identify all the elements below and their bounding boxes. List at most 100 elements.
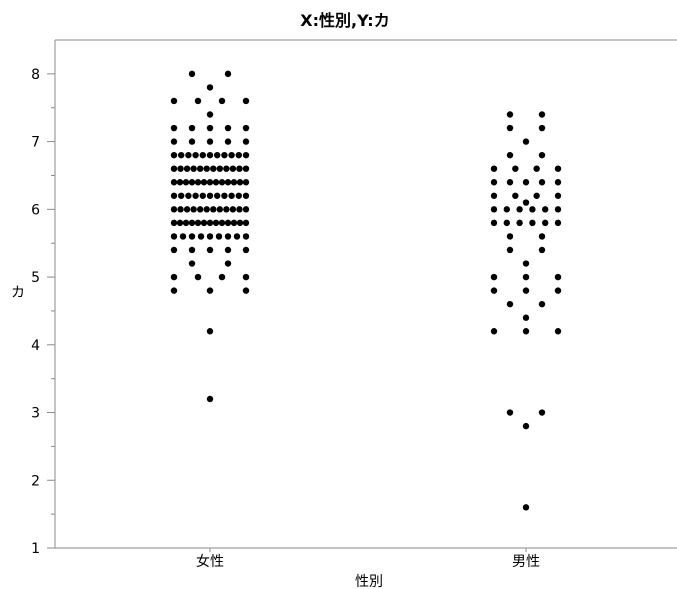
x-axis-ticks: 女性 男性 bbox=[196, 548, 540, 570]
female-data-point bbox=[228, 192, 235, 199]
female-data-point bbox=[194, 179, 202, 186]
female-data-point bbox=[206, 179, 214, 186]
female-data-point bbox=[178, 151, 185, 159]
female-data-point bbox=[206, 395, 214, 403]
female-data-point bbox=[242, 192, 250, 199]
male-data-point bbox=[538, 111, 546, 118]
female-data-point bbox=[183, 165, 191, 172]
female-data-point bbox=[188, 246, 196, 254]
female-data-point bbox=[206, 219, 214, 227]
male-data-point bbox=[503, 219, 510, 227]
female-data-point bbox=[188, 124, 196, 132]
male-data-point bbox=[512, 192, 519, 199]
female-data-point bbox=[170, 192, 178, 199]
female-data-point bbox=[218, 273, 226, 281]
male-data-point bbox=[522, 287, 530, 294]
female-data-point bbox=[196, 165, 204, 172]
male-data-point bbox=[533, 165, 540, 172]
female-data-point bbox=[199, 151, 206, 159]
female-data-point bbox=[242, 97, 250, 105]
female-data-point bbox=[170, 97, 178, 105]
female-data-point bbox=[206, 84, 214, 91]
female-data-point bbox=[235, 151, 242, 159]
female-data-point bbox=[206, 287, 214, 294]
female-data-point bbox=[206, 192, 214, 199]
female-data-point bbox=[242, 273, 250, 281]
male-data-point bbox=[503, 206, 510, 213]
male-data-point bbox=[554, 273, 562, 281]
female-data-point bbox=[170, 233, 178, 240]
male-data-point bbox=[522, 504, 530, 511]
x-tick-label: 女性 bbox=[196, 553, 224, 570]
female-data-point bbox=[190, 206, 197, 213]
y-tick-label: 3 bbox=[31, 406, 40, 422]
male-data-point bbox=[542, 206, 549, 213]
x-tick-label: 男性 bbox=[512, 554, 540, 570]
male-data-point bbox=[554, 328, 562, 335]
female-data-point bbox=[235, 192, 242, 199]
male-data-point bbox=[490, 273, 498, 281]
y-axis-ticks: 1 2 3 4 5 6 7 8 bbox=[31, 67, 55, 557]
male-data-point bbox=[490, 179, 498, 186]
female-data-point bbox=[206, 246, 214, 254]
male-data-point bbox=[554, 206, 562, 213]
female-data-point bbox=[182, 179, 190, 186]
male-data-point bbox=[538, 179, 546, 186]
male-data-point bbox=[529, 206, 536, 213]
female-data-point bbox=[188, 219, 196, 227]
female-data-point bbox=[224, 179, 232, 186]
female-data-point bbox=[236, 165, 243, 172]
female-data-point bbox=[242, 219, 250, 227]
female-data-point bbox=[230, 179, 238, 186]
male-data-point bbox=[533, 192, 540, 199]
y-tick-label: 6 bbox=[31, 202, 40, 218]
female-data-point bbox=[212, 179, 220, 186]
y-axis-label: カ bbox=[11, 285, 25, 301]
male-data-point bbox=[522, 328, 530, 335]
female-data-point bbox=[206, 328, 214, 335]
female-data-point bbox=[188, 233, 196, 240]
female-data-point bbox=[224, 219, 232, 227]
y-tick-label: 5 bbox=[31, 270, 40, 286]
male-data-point bbox=[554, 287, 562, 294]
female-data-point bbox=[236, 219, 244, 227]
y-tick-label: 4 bbox=[31, 338, 40, 354]
female-data-point bbox=[218, 219, 226, 227]
female-data-point bbox=[229, 206, 237, 213]
female-data-point bbox=[170, 287, 178, 294]
male-data-point bbox=[506, 124, 514, 132]
female-data-point bbox=[170, 165, 178, 172]
male-data-point bbox=[522, 138, 530, 145]
male-data-point bbox=[522, 422, 530, 430]
female-data-point bbox=[242, 179, 250, 186]
male-data-point bbox=[516, 219, 523, 227]
male-data-point bbox=[490, 328, 498, 335]
male-data-point bbox=[506, 111, 514, 118]
female-data-point bbox=[190, 165, 197, 172]
male-data-point bbox=[538, 233, 546, 240]
male-data-point bbox=[538, 409, 546, 416]
female-data-point bbox=[210, 206, 217, 213]
x-axis-label: 性別 bbox=[355, 574, 383, 589]
female-data-point bbox=[188, 138, 196, 145]
female-data-point bbox=[203, 206, 210, 213]
female-data-point bbox=[206, 138, 214, 145]
female-data-point bbox=[170, 246, 178, 254]
male-data-point bbox=[516, 206, 523, 213]
male-data-point bbox=[490, 206, 498, 213]
female-data-point bbox=[183, 206, 191, 213]
female-data-point bbox=[182, 219, 190, 227]
female-data-point bbox=[242, 246, 250, 254]
female-data-point bbox=[242, 233, 250, 240]
male-data-point bbox=[529, 219, 536, 227]
male-data-point bbox=[506, 151, 514, 159]
female-data-point bbox=[206, 151, 214, 159]
female-data-point bbox=[194, 219, 202, 227]
female-data-point bbox=[221, 151, 228, 159]
female-data-point bbox=[242, 206, 250, 213]
female-data-point bbox=[170, 219, 178, 227]
female-data-point bbox=[242, 138, 250, 145]
male-data-point bbox=[506, 233, 514, 240]
female-data-point bbox=[176, 219, 184, 227]
